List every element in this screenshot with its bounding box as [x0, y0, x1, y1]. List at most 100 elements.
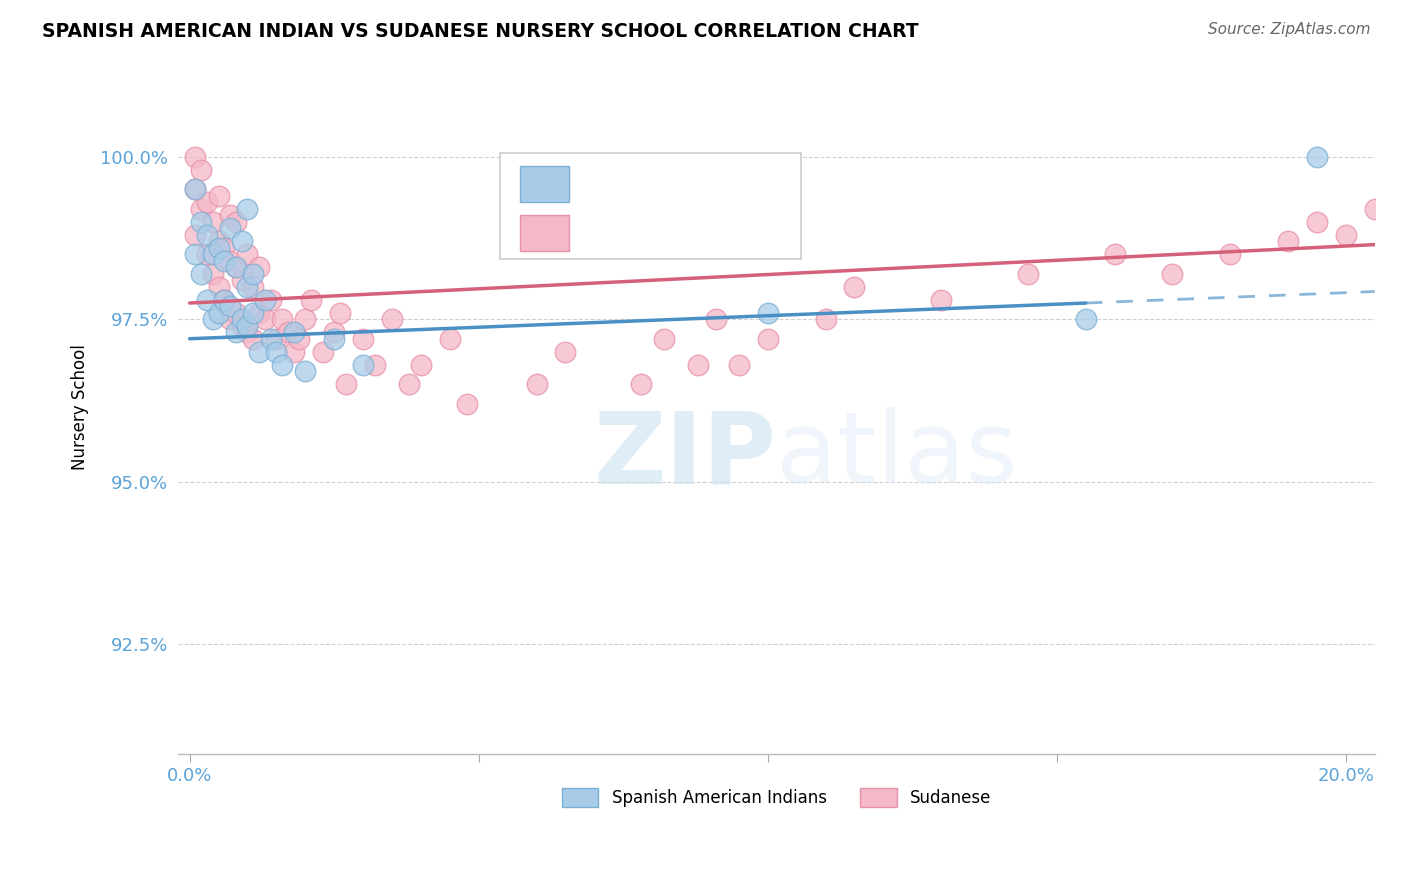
Point — [214, 293, 236, 307]
Point — [688, 358, 710, 372]
Point — [231, 312, 253, 326]
Point — [1364, 202, 1386, 216]
Point — [1306, 150, 1329, 164]
Point — [225, 260, 247, 275]
Point — [236, 202, 259, 216]
Point — [311, 344, 333, 359]
Point — [277, 325, 299, 339]
Text: Source: ZipAtlas.com: Source: ZipAtlas.com — [1208, 22, 1371, 37]
Point — [184, 227, 207, 242]
Point — [409, 358, 432, 372]
Point — [929, 293, 952, 307]
Point — [288, 332, 311, 346]
Point — [1074, 312, 1097, 326]
Point — [1306, 215, 1329, 229]
Point — [236, 280, 259, 294]
Point — [214, 253, 236, 268]
Point — [814, 312, 837, 326]
Point — [225, 215, 247, 229]
Point — [271, 312, 294, 326]
Point — [207, 241, 229, 255]
Point — [195, 247, 218, 261]
Point — [844, 280, 866, 294]
Point — [242, 267, 264, 281]
Point — [195, 227, 218, 242]
Point — [381, 312, 404, 326]
Point — [363, 358, 385, 372]
Point — [1334, 227, 1357, 242]
Point — [201, 267, 224, 281]
Point — [190, 267, 212, 281]
Point — [247, 306, 270, 320]
Point — [184, 182, 207, 196]
Point — [190, 163, 212, 178]
Point — [259, 293, 281, 307]
Point — [184, 182, 207, 196]
Point — [756, 306, 779, 320]
Point — [207, 280, 229, 294]
Point — [439, 332, 461, 346]
Point — [236, 325, 259, 339]
Point — [1277, 235, 1299, 249]
Point — [1161, 267, 1184, 281]
Point — [214, 241, 236, 255]
Point — [271, 358, 294, 372]
Point — [294, 364, 316, 378]
Point — [231, 273, 253, 287]
Point — [323, 325, 346, 339]
Point — [266, 344, 288, 359]
Point — [236, 247, 259, 261]
Point — [207, 189, 229, 203]
Text: R = 0.050: R = 0.050 — [583, 174, 685, 194]
Point — [247, 260, 270, 275]
Point — [526, 377, 548, 392]
Point — [207, 235, 229, 249]
Point — [201, 215, 224, 229]
Point — [219, 253, 242, 268]
Point — [323, 332, 346, 346]
Point — [219, 221, 242, 235]
Point — [247, 344, 270, 359]
Legend: Spanish American Indians, Sudanese: Spanish American Indians, Sudanese — [553, 780, 1000, 815]
Point — [195, 293, 218, 307]
Y-axis label: Nursery School: Nursery School — [72, 344, 89, 470]
Point — [1017, 267, 1039, 281]
Point — [242, 280, 264, 294]
Point — [219, 208, 242, 222]
Point — [219, 312, 242, 326]
Point — [329, 306, 352, 320]
Point — [201, 247, 224, 261]
Point — [728, 358, 751, 372]
Point — [231, 318, 253, 333]
Point — [253, 293, 276, 307]
Point — [259, 332, 281, 346]
Point — [352, 358, 374, 372]
Point — [299, 293, 322, 307]
Point — [335, 377, 357, 392]
Text: SPANISH AMERICAN INDIAN VS SUDANESE NURSERY SCHOOL CORRELATION CHART: SPANISH AMERICAN INDIAN VS SUDANESE NURS… — [42, 22, 918, 41]
Point — [756, 332, 779, 346]
Point — [283, 325, 305, 339]
Point — [184, 247, 207, 261]
Point — [242, 332, 264, 346]
Point — [207, 306, 229, 320]
Text: R = 0.047: R = 0.047 — [583, 223, 685, 243]
Point — [554, 344, 576, 359]
Text: N = 67: N = 67 — [717, 223, 787, 243]
Point — [352, 332, 374, 346]
Point — [456, 397, 478, 411]
Point — [283, 344, 305, 359]
Point — [190, 202, 212, 216]
Text: ZIP: ZIP — [593, 407, 776, 504]
Point — [195, 195, 218, 210]
Point — [242, 306, 264, 320]
Point — [190, 215, 212, 229]
Point — [201, 312, 224, 326]
Point — [1104, 247, 1126, 261]
Point — [266, 332, 288, 346]
Point — [704, 312, 727, 326]
Point — [1219, 247, 1241, 261]
Point — [184, 150, 207, 164]
Point — [630, 377, 652, 392]
Point — [652, 332, 675, 346]
